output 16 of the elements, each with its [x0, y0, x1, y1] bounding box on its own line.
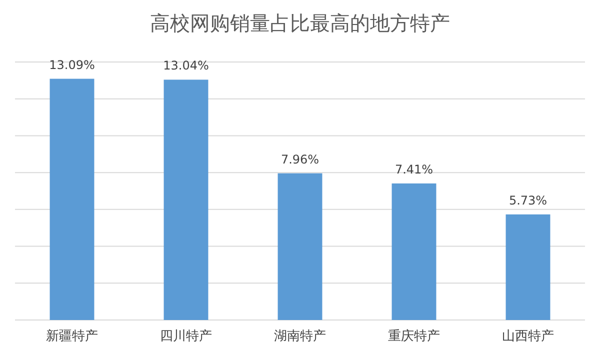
data-label: 5.73% — [508, 193, 548, 208]
x-tick-label: 湖南特产 — [274, 329, 326, 344]
data-label: 13.09% — [49, 58, 95, 72]
x-tick-label: 山西特产 — [502, 329, 554, 344]
bar — [278, 173, 322, 320]
data-label: 13.04% — [163, 58, 209, 73]
bar — [164, 80, 208, 320]
data-label: 7.41% — [394, 162, 434, 176]
data-label: 7.96% — [280, 152, 320, 166]
bar — [506, 214, 550, 320]
x-tick-label: 新疆特产 — [46, 329, 98, 344]
x-tick-label: 四川特产 — [160, 329, 212, 344]
bar — [392, 183, 436, 320]
x-tick-label: 重庆特产 — [388, 329, 440, 344]
chart-title: 高校网购销量占比最高的地方特产 — [150, 11, 450, 35]
bar — [50, 78, 94, 320]
